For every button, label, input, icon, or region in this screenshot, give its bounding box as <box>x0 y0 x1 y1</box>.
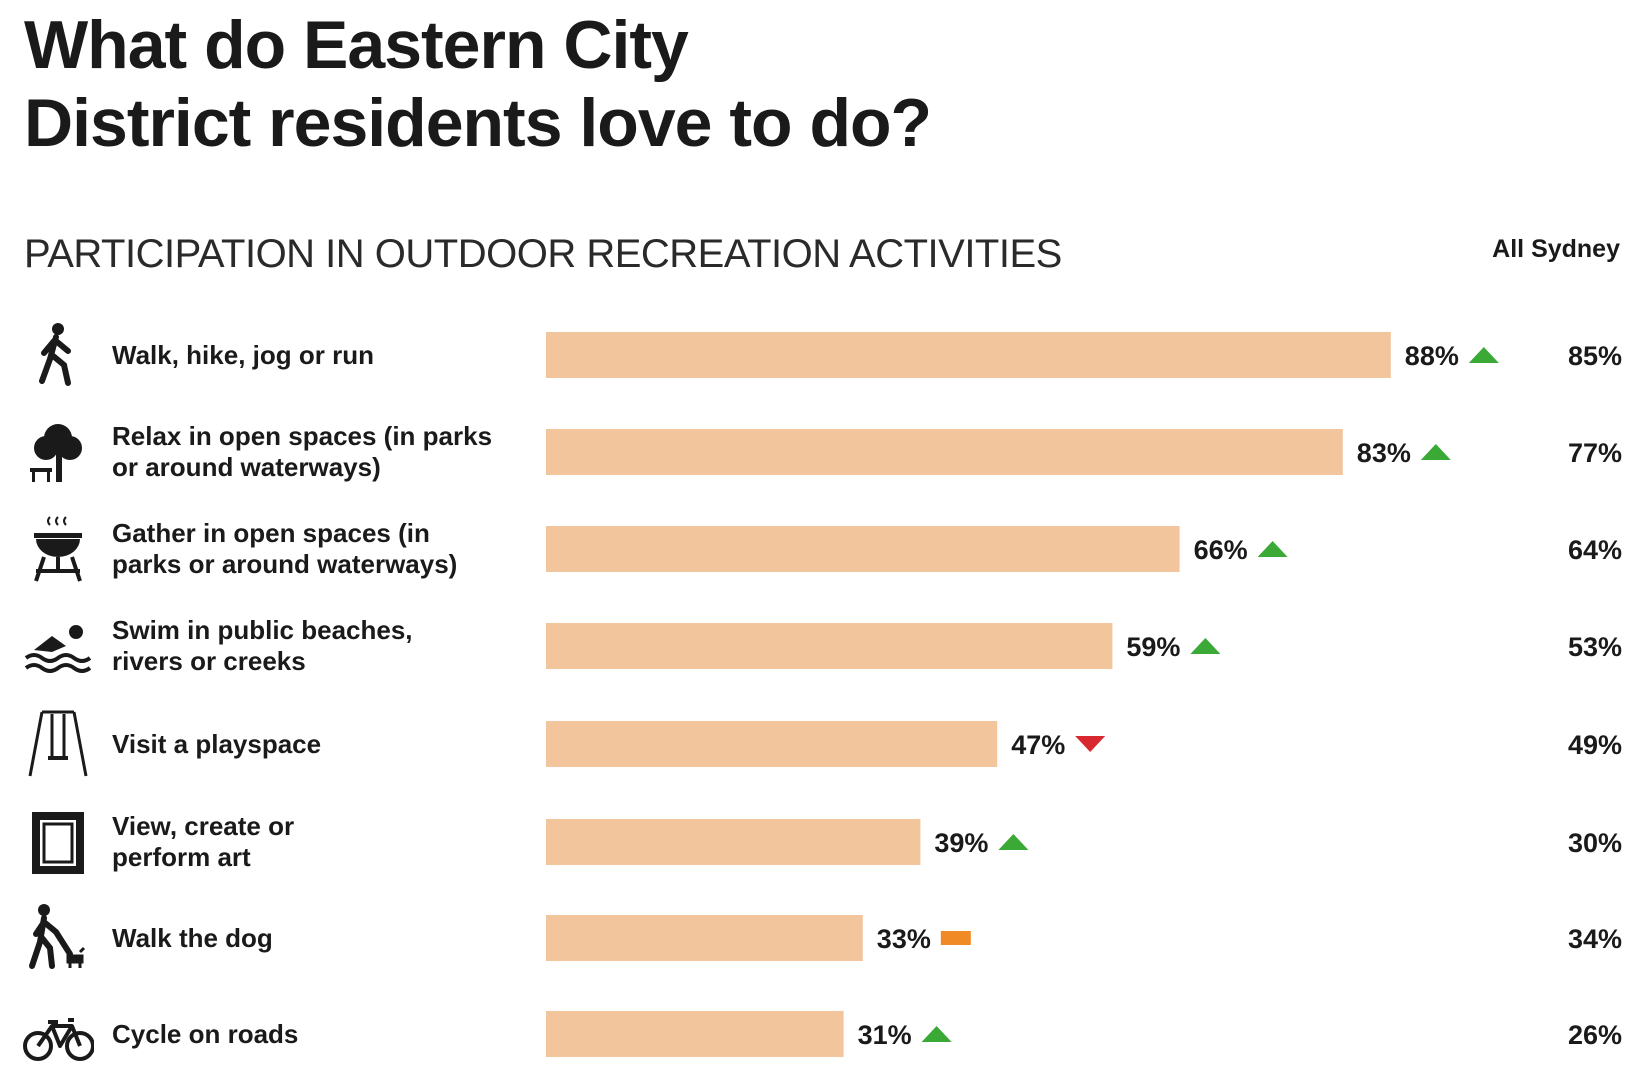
category-label-line: Cycle on roads <box>112 1018 299 1049</box>
bar <box>546 332 1391 378</box>
category-label-line: View, create or <box>112 811 295 841</box>
value-label: 88% <box>1405 341 1459 371</box>
comparison-value: 85% <box>1568 341 1622 371</box>
comparison-value: 30% <box>1568 828 1622 858</box>
bar <box>546 1011 844 1057</box>
trend-up-icon <box>998 834 1029 850</box>
bar <box>546 915 863 961</box>
trend-down-icon <box>1075 736 1106 752</box>
comparison-column-header: All Sydney <box>1492 235 1620 263</box>
bar <box>546 429 1343 475</box>
comparison-value: 77% <box>1568 438 1622 468</box>
bar <box>546 526 1180 572</box>
title-line-1: What do Eastern City <box>24 7 689 83</box>
comparison-value: 34% <box>1568 924 1622 954</box>
value-label: 33% <box>877 924 931 954</box>
walker-icon <box>22 319 94 391</box>
category-label-line: or around waterways) <box>112 452 381 482</box>
trend-up-icon <box>1420 444 1451 460</box>
trend-same-icon <box>940 931 971 945</box>
category-label-line: Walk the dog <box>112 922 273 953</box>
dog-walker-icon <box>22 902 94 974</box>
category-label: Cycle on roads <box>112 1019 512 1050</box>
bar <box>546 623 1113 669</box>
trend-up-icon <box>1468 347 1499 363</box>
value-label: 59% <box>1126 632 1180 662</box>
swimmer-icon <box>22 610 94 682</box>
value-label: 39% <box>934 828 988 858</box>
category-label: Visit a playspace <box>112 729 512 760</box>
bicycle-icon <box>22 998 95 1070</box>
bbq-icon <box>22 513 94 585</box>
value-label: 83% <box>1357 438 1411 468</box>
value-label: 47% <box>1011 730 1065 760</box>
trend-up-icon <box>1257 541 1288 557</box>
chart-title: PARTICIPATION IN OUTDOOR RECREATION ACTI… <box>24 232 1062 276</box>
comparison-value: 53% <box>1568 632 1622 662</box>
swing-icon <box>22 708 94 780</box>
category-label-line: perform art <box>112 842 251 872</box>
category-label-line: Swim in public beaches, <box>112 615 413 645</box>
art-frame-icon <box>22 806 94 878</box>
comparison-value: 64% <box>1568 535 1622 565</box>
category-label-line: parks or around waterways) <box>112 549 458 579</box>
category-label: Swim in public beaches, rivers or creeks <box>112 615 512 677</box>
category-label-line: Visit a playspace <box>112 728 322 759</box>
category-label: Walk the dog <box>112 923 512 954</box>
trend-up-icon <box>1190 638 1221 654</box>
tree-bench-icon <box>22 416 94 488</box>
value-label: 66% <box>1194 535 1248 565</box>
title-line-2: District residents love to do? <box>24 85 932 161</box>
category-label: View, create or perform art <box>112 811 512 873</box>
bar <box>546 819 921 865</box>
page-title: What do Eastern City District residents … <box>24 6 932 162</box>
category-label-line: Walk, hike, jog or run <box>112 339 374 370</box>
trend-up-icon <box>921 1026 952 1042</box>
category-label: Walk, hike, jog or run <box>112 340 512 371</box>
category-label-line: rivers or creeks <box>112 646 306 676</box>
bar <box>546 721 998 767</box>
comparison-value: 49% <box>1568 730 1622 760</box>
category-label-line: Relax in open spaces (in parks <box>112 421 493 451</box>
comparison-value: 26% <box>1568 1020 1622 1050</box>
category-label-line: Gather in open spaces (in <box>112 518 430 548</box>
category-label: Relax in open spaces (in parks or around … <box>112 421 512 483</box>
value-label: 31% <box>858 1020 912 1050</box>
category-label: Gather in open spaces (in parks or around… <box>112 518 512 580</box>
